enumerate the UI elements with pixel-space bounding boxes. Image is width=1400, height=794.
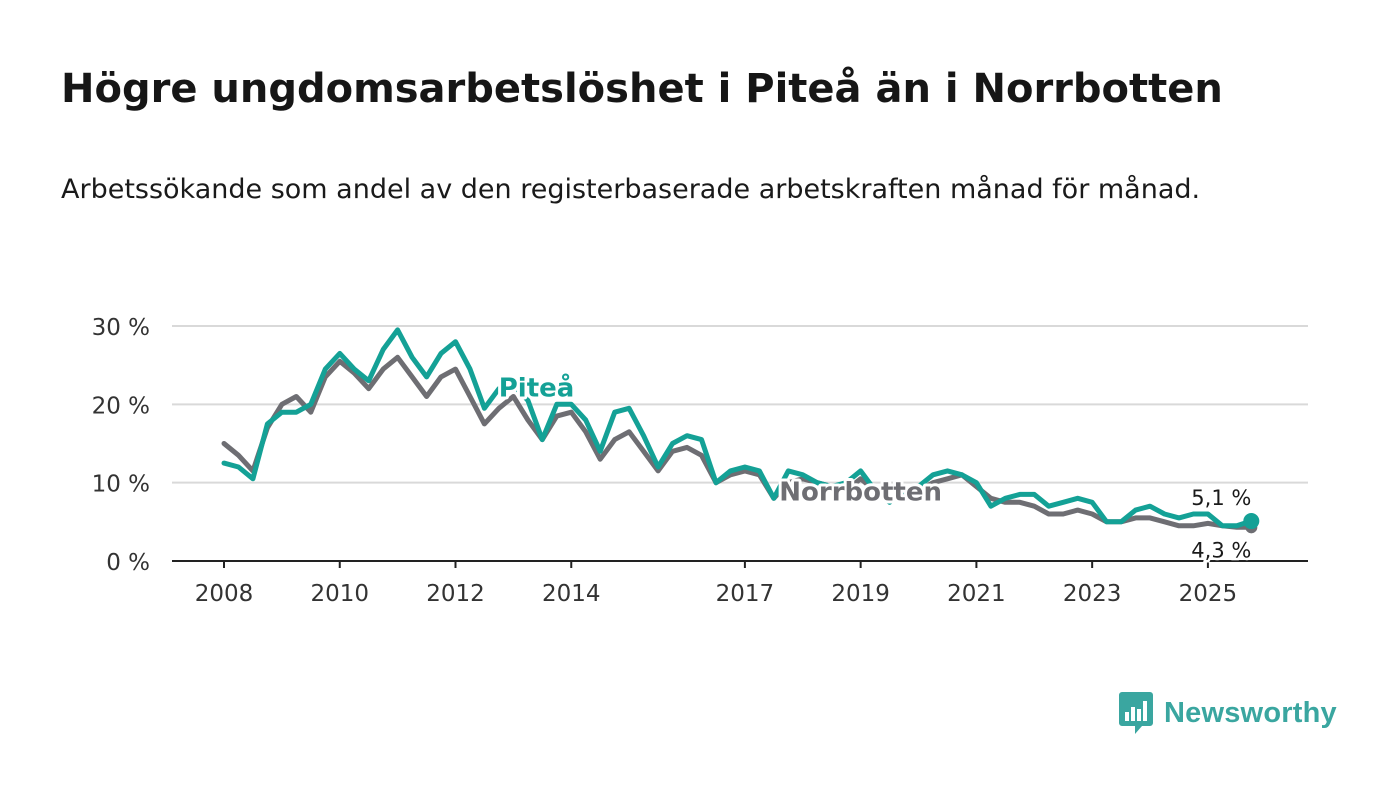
y-tick-label: 10 % bbox=[92, 472, 150, 498]
x-tick-label: 2021 bbox=[947, 581, 1006, 607]
x-tick-label: 2010 bbox=[310, 581, 369, 607]
series-line-norrbotten bbox=[221, 354, 1254, 530]
end-point-marker bbox=[1243, 513, 1260, 530]
x-tick-label: 2008 bbox=[195, 581, 254, 607]
end-value-label-pitea: 5,1 % bbox=[1191, 486, 1251, 510]
x-tick-label: 2012 bbox=[426, 581, 485, 607]
y-tick-label: 0 % bbox=[106, 550, 150, 576]
x-tick-label: 2019 bbox=[831, 581, 890, 607]
series bbox=[221, 327, 1260, 534]
series-label-norrbotten: Norrbotten bbox=[779, 478, 942, 508]
chart-title: Högre ungdomsarbetslöshet i Piteå än i N… bbox=[61, 66, 1223, 112]
x-tick-label: 2025 bbox=[1179, 581, 1238, 607]
newsworthy-logo: Newsworthy bbox=[1118, 690, 1337, 736]
chart-subtitle: Arbetssökande som andel av den registerb… bbox=[61, 174, 1201, 205]
newsworthy-logo-icon bbox=[1119, 692, 1153, 734]
y-tick-label: 30 % bbox=[92, 315, 150, 341]
x-tick-label: 2023 bbox=[1063, 581, 1122, 607]
series-label-pite-: Piteå bbox=[499, 371, 575, 403]
x-tick-label: 2014 bbox=[542, 581, 601, 607]
newsworthy-logo-text: Newsworthy bbox=[1164, 696, 1337, 729]
series-line-pite- bbox=[221, 327, 1254, 529]
end-value-label-norrbotten: 4,3 % bbox=[1191, 538, 1251, 562]
grid bbox=[172, 325, 1308, 484]
axes: 0 % 10 % 20 % 30 % 2008 2010 2012 2014 2017 2019 2… bbox=[92, 315, 1308, 607]
y-tick-label: 20 % bbox=[92, 393, 150, 419]
x-tick-label: 2017 bbox=[716, 581, 775, 607]
annotations: Piteå Norrbotten 5,1 % 4,3 % bbox=[496, 368, 1254, 564]
